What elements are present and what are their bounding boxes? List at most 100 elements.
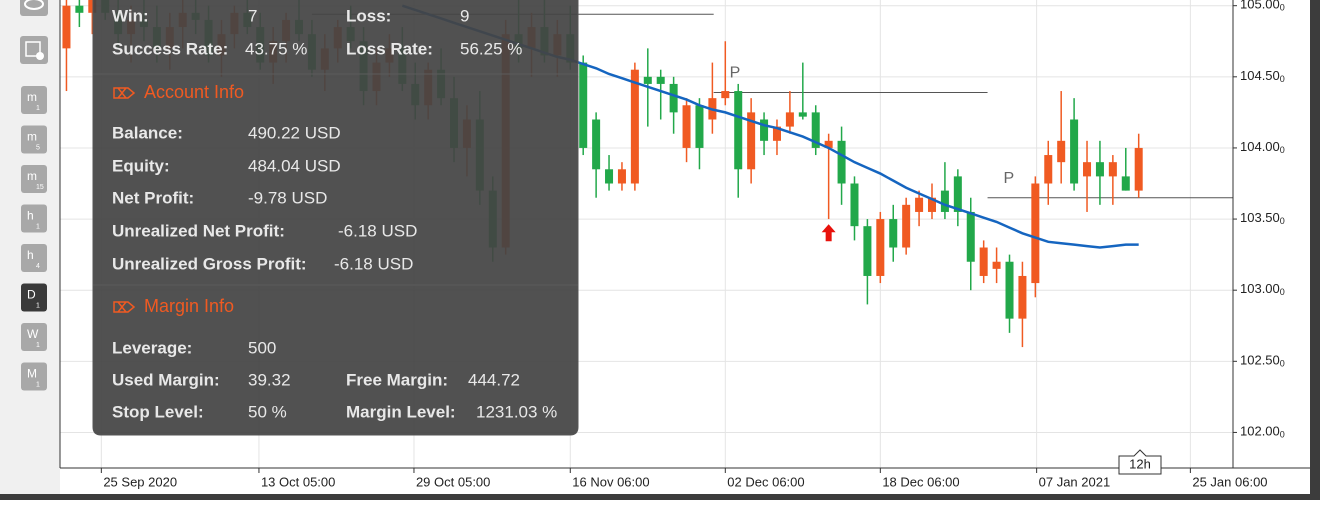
y-tick-text: 102.00	[1240, 424, 1280, 439]
y-tick-label: 103.500	[1240, 211, 1285, 227]
x-tick-label: 25 Jan 06:00	[1192, 474, 1267, 489]
candle-body	[656, 76, 665, 84]
timeframe-button[interactable]	[21, 125, 47, 154]
candle-body	[889, 219, 898, 248]
candle-body	[643, 76, 652, 84]
stat-label: Free Margin:	[346, 370, 448, 389]
eye-button[interactable]	[20, 0, 48, 16]
y-tick-label: 103.000	[1240, 282, 1285, 298]
stat-value: 1231.03 %	[476, 402, 557, 421]
y-tick-label: 104.000	[1240, 139, 1285, 155]
candle-body	[695, 105, 704, 148]
y-tick-pip: 0	[1280, 430, 1285, 440]
candle-body	[605, 169, 614, 184]
timeframe-label: W	[27, 327, 39, 341]
stat-label: Unrealized Gross Profit:	[112, 254, 307, 273]
x-tick-label: 07 Jan 2021	[1039, 474, 1111, 489]
candle-body	[1070, 119, 1079, 184]
stat-label: Used Margin:	[112, 370, 220, 389]
stat-value: 43.75 %	[245, 39, 307, 58]
stat-label: Net Profit:	[112, 188, 194, 207]
stat-label: Balance:	[112, 123, 183, 142]
stat-value: -9.78 USD	[248, 188, 327, 207]
candle-body	[682, 105, 691, 148]
candle-body	[1057, 140, 1066, 163]
stat-value: 39.32	[248, 370, 291, 389]
timeframe-sub: 1	[36, 223, 40, 230]
stat-value: 56.25 %	[460, 39, 522, 58]
candle-body	[837, 140, 846, 184]
timeframe-button[interactable]	[21, 362, 47, 391]
position-label: P	[730, 65, 741, 82]
candle-body	[785, 112, 794, 127]
candle-body	[721, 91, 730, 99]
y-tick-label: 105.000	[1240, 0, 1285, 13]
badge-text: 12h	[1129, 456, 1151, 471]
candle-body	[979, 247, 988, 276]
y-tick-text: 103.50	[1240, 211, 1280, 226]
axes: 105.000104.500104.000103.500103.000102.5…	[100, 0, 1285, 489]
candle-body	[617, 169, 626, 184]
timeframe-sub: 1	[36, 302, 40, 309]
candle-body	[579, 62, 588, 148]
stat-value: 490.22 USD	[248, 123, 341, 142]
candle-body	[1018, 275, 1027, 319]
candle-body	[798, 112, 807, 117]
x-tick-label: 02 Dec 06:00	[727, 474, 804, 489]
stat-value: 7	[248, 6, 257, 25]
timeframe-button[interactable]	[21, 323, 47, 351]
candle-body	[876, 219, 885, 276]
timeframe-button[interactable]	[21, 86, 47, 114]
timeframe-label: M	[27, 367, 37, 381]
x-tick-label: 29 Oct 05:00	[416, 474, 490, 489]
stat-label: Stop Level:	[112, 402, 204, 421]
position-label: P	[1004, 170, 1015, 187]
timeframe-button[interactable]	[21, 244, 47, 272]
candle-body	[1095, 162, 1104, 177]
candle-body	[592, 119, 601, 170]
y-tick-pip: 0	[1280, 216, 1285, 226]
settings-button[interactable]	[20, 36, 48, 64]
candle-body	[88, 0, 97, 13]
stat-value: -6.18 USD	[338, 221, 417, 240]
timeframe-button[interactable]	[21, 204, 47, 233]
y-tick-pip: 0	[1280, 74, 1285, 84]
stat-label: Win:	[112, 6, 149, 25]
badge-box	[1118, 449, 1162, 475]
candle-body	[824, 140, 833, 148]
stat-label: Margin Level:	[346, 402, 456, 421]
candle-body	[1108, 162, 1117, 177]
candle-body	[915, 197, 924, 212]
y-tick-label: 104.500	[1240, 68, 1285, 84]
candle-body	[811, 112, 820, 148]
section-icon	[113, 87, 136, 99]
candle-body	[953, 176, 962, 212]
timeframe-label: D	[27, 288, 36, 302]
section-icon	[113, 301, 136, 313]
stat-value: 484.04 USD	[248, 156, 341, 175]
x-tick-label: 16 Nov 06:00	[572, 474, 649, 489]
timeframe-button[interactable]	[21, 283, 47, 312]
y-tick-text: 104.00	[1240, 139, 1280, 154]
y-tick-label: 102.000	[1240, 424, 1285, 440]
timeframe-label: m	[27, 169, 37, 183]
timeframe-sub: 1	[36, 105, 40, 112]
candle-body	[992, 261, 1001, 269]
panel-bg	[92, 0, 579, 436]
x-tick-label: 18 Dec 06:00	[882, 474, 959, 489]
candle-body	[902, 204, 911, 248]
stat-label: Equity:	[112, 156, 170, 175]
stat-value: -6.18 USD	[334, 254, 413, 273]
x-tick-label: 25 Sep 2020	[103, 474, 177, 489]
timeframe-button[interactable]	[21, 165, 47, 193]
stat-label: Unrealized Net Profit:	[112, 221, 285, 240]
stat-label: Leverage:	[112, 338, 192, 357]
window-border	[0, 494, 1320, 500]
candle-body	[760, 119, 769, 141]
candle-body	[630, 69, 639, 184]
settings-gear	[36, 52, 44, 60]
timeframe-label: h	[27, 209, 34, 223]
timeframe-label: m	[27, 90, 37, 104]
